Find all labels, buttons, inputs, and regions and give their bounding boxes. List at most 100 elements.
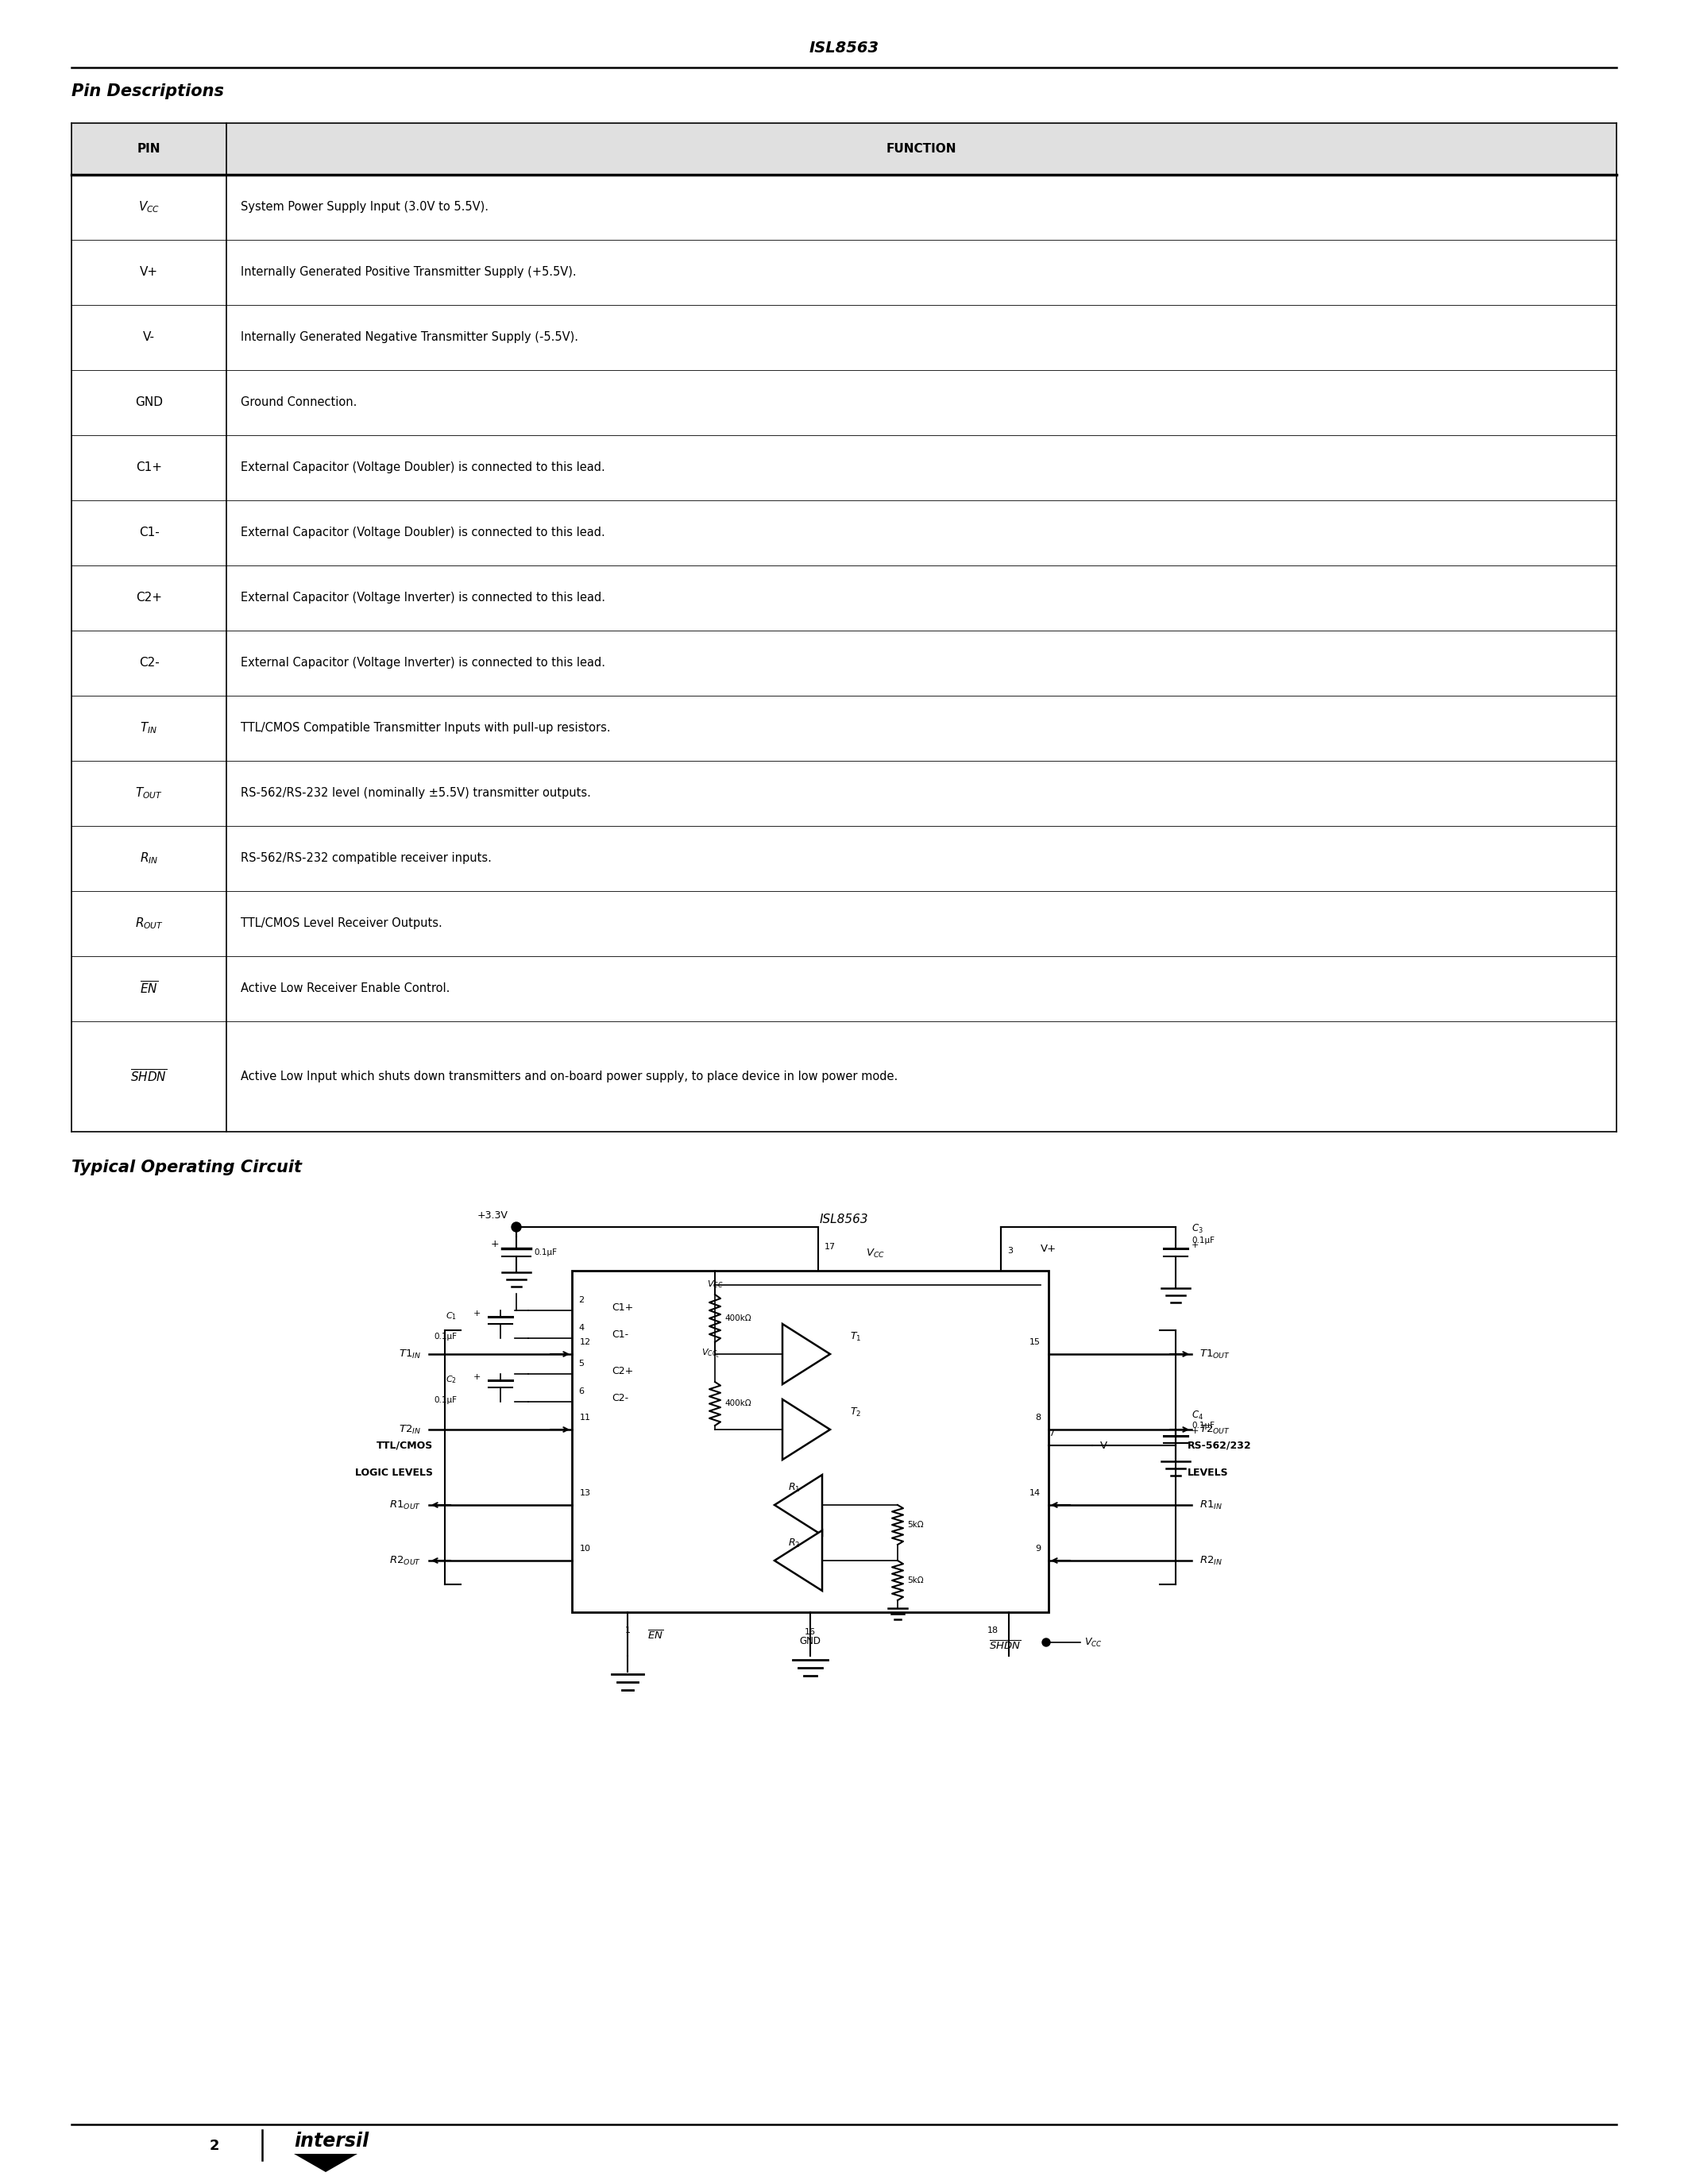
Text: $R2_{OUT}$: $R2_{OUT}$ xyxy=(390,1555,420,1566)
Text: 2: 2 xyxy=(209,2138,219,2153)
Text: V-: V- xyxy=(143,332,155,343)
Circle shape xyxy=(1041,1638,1050,1647)
Text: $R1_{OUT}$: $R1_{OUT}$ xyxy=(390,1498,420,1511)
Text: Active Low Input which shuts down transmitters and on-board power supply, to pla: Active Low Input which shuts down transm… xyxy=(241,1070,898,1083)
Text: 11: 11 xyxy=(581,1413,591,1422)
Text: 7: 7 xyxy=(1048,1431,1055,1437)
Text: ISL8563: ISL8563 xyxy=(809,39,879,55)
Text: 5: 5 xyxy=(579,1361,584,1367)
Text: RS-562/RS-232 compatible receiver inputs.: RS-562/RS-232 compatible receiver inputs… xyxy=(241,852,491,865)
Polygon shape xyxy=(294,2153,358,2173)
Text: RS-562/232: RS-562/232 xyxy=(1188,1439,1251,1450)
Text: $C_1$: $C_1$ xyxy=(446,1310,457,1321)
Polygon shape xyxy=(783,1400,830,1459)
Text: $C_4$: $C_4$ xyxy=(1192,1409,1204,1422)
Text: $\overline{EN}$: $\overline{EN}$ xyxy=(648,1629,663,1642)
Text: $C_2$: $C_2$ xyxy=(446,1374,457,1385)
Text: V-: V- xyxy=(1101,1439,1111,1450)
Text: 1: 1 xyxy=(625,1627,630,1634)
Text: C1+: C1+ xyxy=(135,461,162,474)
Text: $T_2$: $T_2$ xyxy=(851,1406,861,1417)
Text: +: + xyxy=(1192,1241,1198,1249)
Text: 13: 13 xyxy=(581,1489,591,1496)
Text: C1-: C1- xyxy=(138,526,159,539)
Text: $T2_{OUT}$: $T2_{OUT}$ xyxy=(1200,1424,1231,1435)
Text: 400kΩ: 400kΩ xyxy=(724,1315,751,1321)
Text: C1+: C1+ xyxy=(611,1302,633,1313)
Polygon shape xyxy=(775,1474,822,1535)
Text: TTL/CMOS Level Receiver Outputs.: TTL/CMOS Level Receiver Outputs. xyxy=(241,917,442,930)
Text: $R_1$: $R_1$ xyxy=(788,1481,800,1494)
Text: 5kΩ: 5kΩ xyxy=(906,1520,923,1529)
Text: 9: 9 xyxy=(1035,1544,1040,1553)
Text: LOGIC LEVELS: LOGIC LEVELS xyxy=(354,1468,432,1479)
Text: $T_1$: $T_1$ xyxy=(851,1330,861,1343)
Text: 10: 10 xyxy=(581,1544,591,1553)
Text: intersil: intersil xyxy=(294,2132,368,2151)
Text: C2-: C2- xyxy=(138,657,159,668)
Text: 18: 18 xyxy=(987,1627,999,1634)
Text: +3.3V: +3.3V xyxy=(478,1210,508,1221)
Text: $\overline{EN}$: $\overline{EN}$ xyxy=(140,981,159,996)
Text: $T2_{IN}$: $T2_{IN}$ xyxy=(398,1424,420,1435)
Text: +: + xyxy=(491,1238,500,1249)
Text: $R_{IN}$: $R_{IN}$ xyxy=(140,852,159,865)
Text: 4: 4 xyxy=(579,1324,584,1332)
Text: External Capacitor (Voltage Inverter) is connected to this lead.: External Capacitor (Voltage Inverter) is… xyxy=(241,592,606,603)
Text: $V_{CC}$: $V_{CC}$ xyxy=(138,201,160,214)
Text: 17: 17 xyxy=(824,1243,836,1251)
Text: External Capacitor (Voltage Inverter) is connected to this lead.: External Capacitor (Voltage Inverter) is… xyxy=(241,657,606,668)
Text: ISL8563: ISL8563 xyxy=(820,1212,869,1225)
Text: $T1_{IN}$: $T1_{IN}$ xyxy=(398,1348,420,1361)
Text: 0.1μF: 0.1μF xyxy=(1192,1422,1215,1431)
Text: FUNCTION: FUNCTION xyxy=(886,142,957,155)
Text: LEVELS: LEVELS xyxy=(1188,1468,1229,1479)
Text: $C_3$: $C_3$ xyxy=(1192,1223,1204,1234)
Text: $V_{CC}$: $V_{CC}$ xyxy=(707,1280,722,1291)
Polygon shape xyxy=(775,1531,822,1590)
Circle shape xyxy=(511,1223,522,1232)
Text: External Capacitor (Voltage Doubler) is connected to this lead.: External Capacitor (Voltage Doubler) is … xyxy=(241,461,604,474)
Text: TTL/CMOS: TTL/CMOS xyxy=(376,1439,432,1450)
Polygon shape xyxy=(783,1324,830,1385)
Text: +: + xyxy=(473,1374,481,1380)
Text: $\overline{SHDN}$: $\overline{SHDN}$ xyxy=(130,1068,167,1085)
Text: External Capacitor (Voltage Doubler) is connected to this lead.: External Capacitor (Voltage Doubler) is … xyxy=(241,526,604,539)
Text: Internally Generated Positive Transmitter Supply (+5.5V).: Internally Generated Positive Transmitte… xyxy=(241,266,576,277)
Text: 3: 3 xyxy=(1008,1247,1013,1256)
Text: GND: GND xyxy=(135,397,162,408)
Text: System Power Supply Input (3.0V to 5.5V).: System Power Supply Input (3.0V to 5.5V)… xyxy=(241,201,488,214)
Text: Typical Operating Circuit: Typical Operating Circuit xyxy=(71,1160,302,1175)
Text: V+: V+ xyxy=(140,266,159,277)
Text: 5kΩ: 5kΩ xyxy=(906,1577,923,1583)
Text: 16: 16 xyxy=(805,1627,815,1636)
Text: $R1_{IN}$: $R1_{IN}$ xyxy=(1200,1498,1222,1511)
Text: 15: 15 xyxy=(1030,1339,1040,1345)
Text: GND: GND xyxy=(800,1636,820,1647)
Text: Internally Generated Negative Transmitter Supply (-5.5V).: Internally Generated Negative Transmitte… xyxy=(241,332,579,343)
Text: $R_{OUT}$: $R_{OUT}$ xyxy=(135,915,164,930)
Text: RS-562/RS-232 level (nominally ±5.5V) transmitter outputs.: RS-562/RS-232 level (nominally ±5.5V) tr… xyxy=(241,786,591,799)
Text: $V_{CC_L}$: $V_{CC_L}$ xyxy=(702,1348,721,1361)
Text: $R2_{IN}$: $R2_{IN}$ xyxy=(1200,1555,1222,1566)
Text: 8: 8 xyxy=(1035,1413,1040,1422)
Text: $\overline{SHDN}$: $\overline{SHDN}$ xyxy=(989,1640,1021,1653)
Text: C2-: C2- xyxy=(611,1393,628,1404)
Text: 12: 12 xyxy=(581,1339,591,1345)
Text: V+: V+ xyxy=(1040,1243,1057,1254)
Text: $T1_{OUT}$: $T1_{OUT}$ xyxy=(1200,1348,1231,1361)
Text: $V_{CC}$: $V_{CC}$ xyxy=(1084,1636,1102,1649)
Text: 0.1μF: 0.1μF xyxy=(533,1249,557,1256)
Text: +: + xyxy=(1192,1426,1198,1435)
Text: C2+: C2+ xyxy=(135,592,162,603)
Text: 2: 2 xyxy=(579,1295,584,1304)
Text: 400kΩ: 400kΩ xyxy=(724,1400,751,1409)
Text: 0.1μF: 0.1μF xyxy=(434,1396,457,1404)
Text: +: + xyxy=(473,1310,481,1317)
Text: $T_{OUT}$: $T_{OUT}$ xyxy=(135,786,162,802)
Text: 0.1μF: 0.1μF xyxy=(434,1332,457,1341)
Text: $V_{CC}$: $V_{CC}$ xyxy=(866,1247,885,1260)
Text: TTL/CMOS Compatible Transmitter Inputs with pull-up resistors.: TTL/CMOS Compatible Transmitter Inputs w… xyxy=(241,723,611,734)
Text: Active Low Receiver Enable Control.: Active Low Receiver Enable Control. xyxy=(241,983,451,994)
Text: 14: 14 xyxy=(1030,1489,1040,1496)
